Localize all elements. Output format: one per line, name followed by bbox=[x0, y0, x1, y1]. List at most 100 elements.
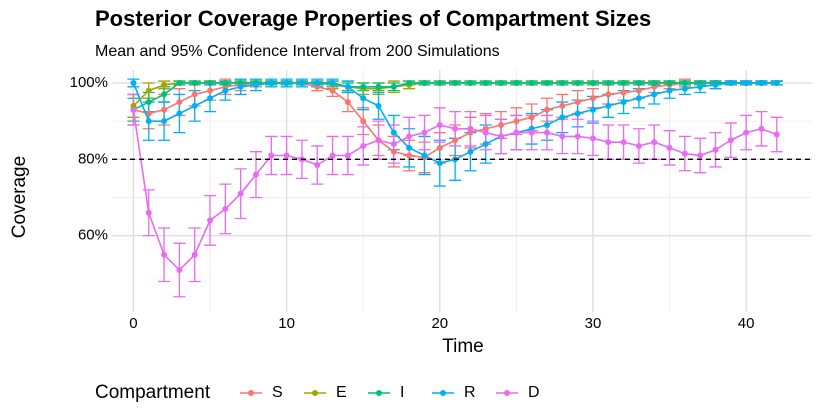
y-axis-label: Coverage bbox=[9, 156, 30, 238]
data-point bbox=[635, 142, 642, 149]
legend-title: Compartment bbox=[95, 382, 211, 403]
data-point bbox=[528, 79, 535, 86]
x-tick-label: 40 bbox=[738, 315, 755, 332]
x-tick-label: 10 bbox=[278, 315, 295, 332]
data-point bbox=[176, 99, 183, 106]
data-point bbox=[145, 110, 152, 117]
data-point bbox=[145, 209, 152, 216]
data-point bbox=[544, 79, 551, 86]
legend-label: R bbox=[464, 384, 476, 401]
data-point bbox=[298, 79, 305, 86]
data-point bbox=[513, 129, 520, 136]
data-point bbox=[528, 129, 535, 136]
data-point bbox=[314, 79, 321, 86]
data-point bbox=[161, 106, 168, 113]
data-point bbox=[559, 133, 566, 140]
data-point bbox=[498, 133, 505, 140]
data-point bbox=[237, 83, 244, 90]
data-point bbox=[452, 137, 459, 144]
legend-key-point bbox=[312, 390, 318, 396]
data-point bbox=[758, 125, 765, 132]
data-point bbox=[252, 81, 259, 88]
data-point bbox=[482, 129, 489, 136]
data-point bbox=[360, 83, 367, 90]
data-point bbox=[513, 79, 520, 86]
data-point bbox=[252, 171, 259, 178]
data-point bbox=[482, 141, 489, 148]
data-point bbox=[406, 144, 413, 151]
data-point bbox=[421, 79, 428, 86]
data-point bbox=[758, 79, 765, 86]
data-point bbox=[589, 135, 596, 142]
data-point bbox=[268, 152, 275, 159]
data-point bbox=[635, 87, 642, 94]
data-point bbox=[589, 79, 596, 86]
data-point bbox=[773, 79, 780, 86]
x-tick-label: 30 bbox=[585, 315, 602, 332]
x-axis-label: Time bbox=[442, 336, 484, 357]
y-tick-label: 80% bbox=[78, 150, 108, 167]
data-point bbox=[207, 79, 214, 86]
data-point bbox=[145, 99, 152, 106]
data-point bbox=[421, 129, 428, 136]
data-point bbox=[145, 87, 152, 94]
data-point bbox=[436, 160, 443, 167]
data-point bbox=[283, 152, 290, 159]
data-point bbox=[620, 79, 627, 86]
data-point bbox=[406, 133, 413, 140]
data-point bbox=[574, 79, 581, 86]
data-point bbox=[436, 144, 443, 151]
data-point bbox=[360, 95, 367, 102]
data-point bbox=[635, 79, 642, 86]
data-point bbox=[176, 79, 183, 86]
data-point bbox=[406, 152, 413, 159]
data-point bbox=[390, 141, 397, 148]
data-point bbox=[620, 139, 627, 146]
legend-key-point bbox=[440, 390, 446, 396]
data-point bbox=[421, 152, 428, 159]
data-point bbox=[375, 102, 382, 109]
data-point bbox=[130, 79, 137, 86]
legend-label: E bbox=[336, 384, 347, 401]
data-point bbox=[651, 79, 658, 86]
data-point bbox=[344, 99, 351, 106]
data-point bbox=[176, 110, 183, 117]
x-tick-label: 0 bbox=[129, 315, 137, 332]
legend-key-point bbox=[376, 390, 382, 396]
data-point bbox=[452, 79, 459, 86]
data-point bbox=[681, 150, 688, 157]
data-point bbox=[635, 95, 642, 102]
data-point bbox=[222, 205, 229, 212]
data-point bbox=[482, 79, 489, 86]
data-point bbox=[712, 81, 719, 88]
data-point bbox=[559, 102, 566, 109]
legend-label: I bbox=[400, 384, 404, 401]
data-point bbox=[773, 131, 780, 138]
y-tick-label: 60% bbox=[78, 227, 108, 244]
chart-subtitle: Mean and 95% Confidence Interval from 20… bbox=[95, 43, 500, 60]
legend-key-point bbox=[504, 390, 510, 396]
data-point bbox=[207, 87, 214, 94]
data-point bbox=[207, 217, 214, 224]
data-point bbox=[360, 118, 367, 125]
data-point bbox=[406, 79, 413, 86]
data-point bbox=[467, 125, 474, 132]
data-point bbox=[544, 121, 551, 128]
data-point bbox=[161, 118, 168, 125]
data-point bbox=[191, 91, 198, 98]
data-point bbox=[574, 110, 581, 117]
data-point bbox=[436, 121, 443, 128]
data-point bbox=[390, 129, 397, 136]
data-point bbox=[329, 79, 336, 86]
data-point bbox=[620, 89, 627, 96]
data-point bbox=[559, 79, 566, 86]
data-point bbox=[743, 129, 750, 136]
y-tick-label: 100% bbox=[70, 74, 108, 91]
legend-key-point bbox=[248, 390, 254, 396]
data-point bbox=[589, 95, 596, 102]
data-point bbox=[283, 79, 290, 86]
data-point bbox=[743, 79, 750, 86]
data-point bbox=[191, 102, 198, 109]
data-point bbox=[681, 85, 688, 92]
